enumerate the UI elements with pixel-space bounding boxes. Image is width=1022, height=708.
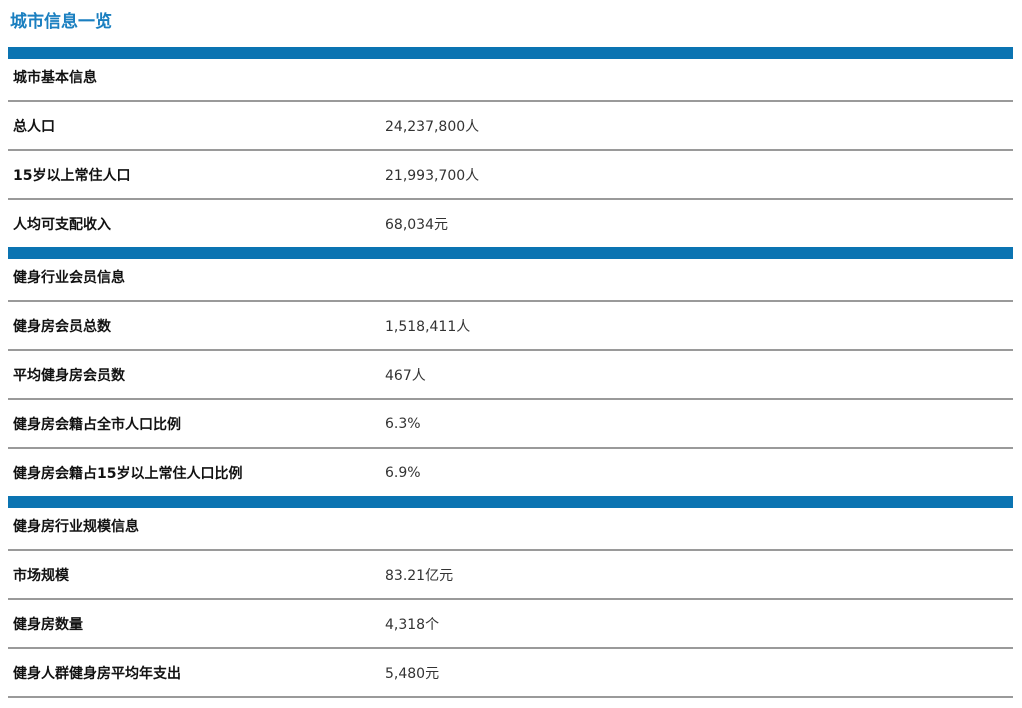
row-value: 24,237,800人: [385, 118, 480, 135]
table-row: 市场规模 83.21亿元: [8, 549, 1013, 598]
section: 健身房行业规模信息 市场规模 83.21亿元健身房数量 4,318个健身人群健身房平均…: [8, 496, 1013, 698]
row-label: 健身房会籍占15岁以上常住人口比例: [13, 465, 243, 482]
row-value: 21,993,700人: [385, 167, 480, 184]
section-heading: 健身房行业规模信息: [13, 519, 139, 535]
section: 健身行业会员信息 健身房会员总数 1,518,411人 平均健身房会员数 467人 健身房…: [8, 247, 1013, 496]
table-row: 健身人群健身房平均年支出 5,480元: [8, 647, 1013, 698]
row-label: 人均可支配收入: [13, 216, 111, 233]
table-row: 人均可支配收入 68,034元: [8, 198, 1013, 247]
table-row: 15岁以上常住人口 21,993,700人: [8, 149, 1013, 198]
row-label: 平均健身房会员数: [13, 367, 125, 384]
table-row: 平均健身房会员数 467人: [8, 349, 1013, 398]
row-value: 6.3%: [385, 415, 421, 432]
row-value: 5,480元: [385, 665, 440, 682]
row-label: 总人口: [13, 118, 55, 135]
table-row: 健身房会员总数 1,518,411人: [8, 300, 1013, 349]
section: 城市基本信息 总人口 24,237,800人 15岁以上常住人口 21,993,700人…: [8, 47, 1013, 247]
table-row: 健身房会籍占全市人口比例 6.3%: [8, 398, 1013, 447]
row-label: 健身房会籍占全市人口比例: [13, 416, 181, 433]
section-heading: 城市基本信息: [13, 70, 97, 86]
row-label: 健身房会员总数: [13, 318, 111, 335]
page-title: 城市信息一览: [10, 12, 112, 32]
row-value: 6.9%: [385, 464, 421, 481]
info-table: 城市基本信息 总人口 24,237,800人 15岁以上常住人口 21,993,700人…: [8, 47, 1013, 698]
table-row: 健身房会籍占15岁以上常住人口比例 6.9%: [8, 447, 1013, 496]
section-heading: 健身行业会员信息: [13, 270, 125, 286]
row-value: 467人: [385, 367, 426, 384]
row-label: 市场规模: [13, 567, 69, 584]
row-label: 健身房数量: [13, 616, 83, 633]
row-label: 健身人群健身房平均年支出: [13, 665, 181, 682]
row-value: 83.21亿元: [385, 567, 454, 584]
row-value: 68,034元: [385, 216, 448, 233]
row-value: 4,318个: [385, 616, 440, 633]
row-value: 1,518,411人: [385, 318, 471, 335]
row-label: 15岁以上常住人口: [13, 167, 131, 184]
table-row: 总人口 24,237,800人: [8, 100, 1013, 149]
table-row: 健身房数量 4,318个: [8, 598, 1013, 647]
